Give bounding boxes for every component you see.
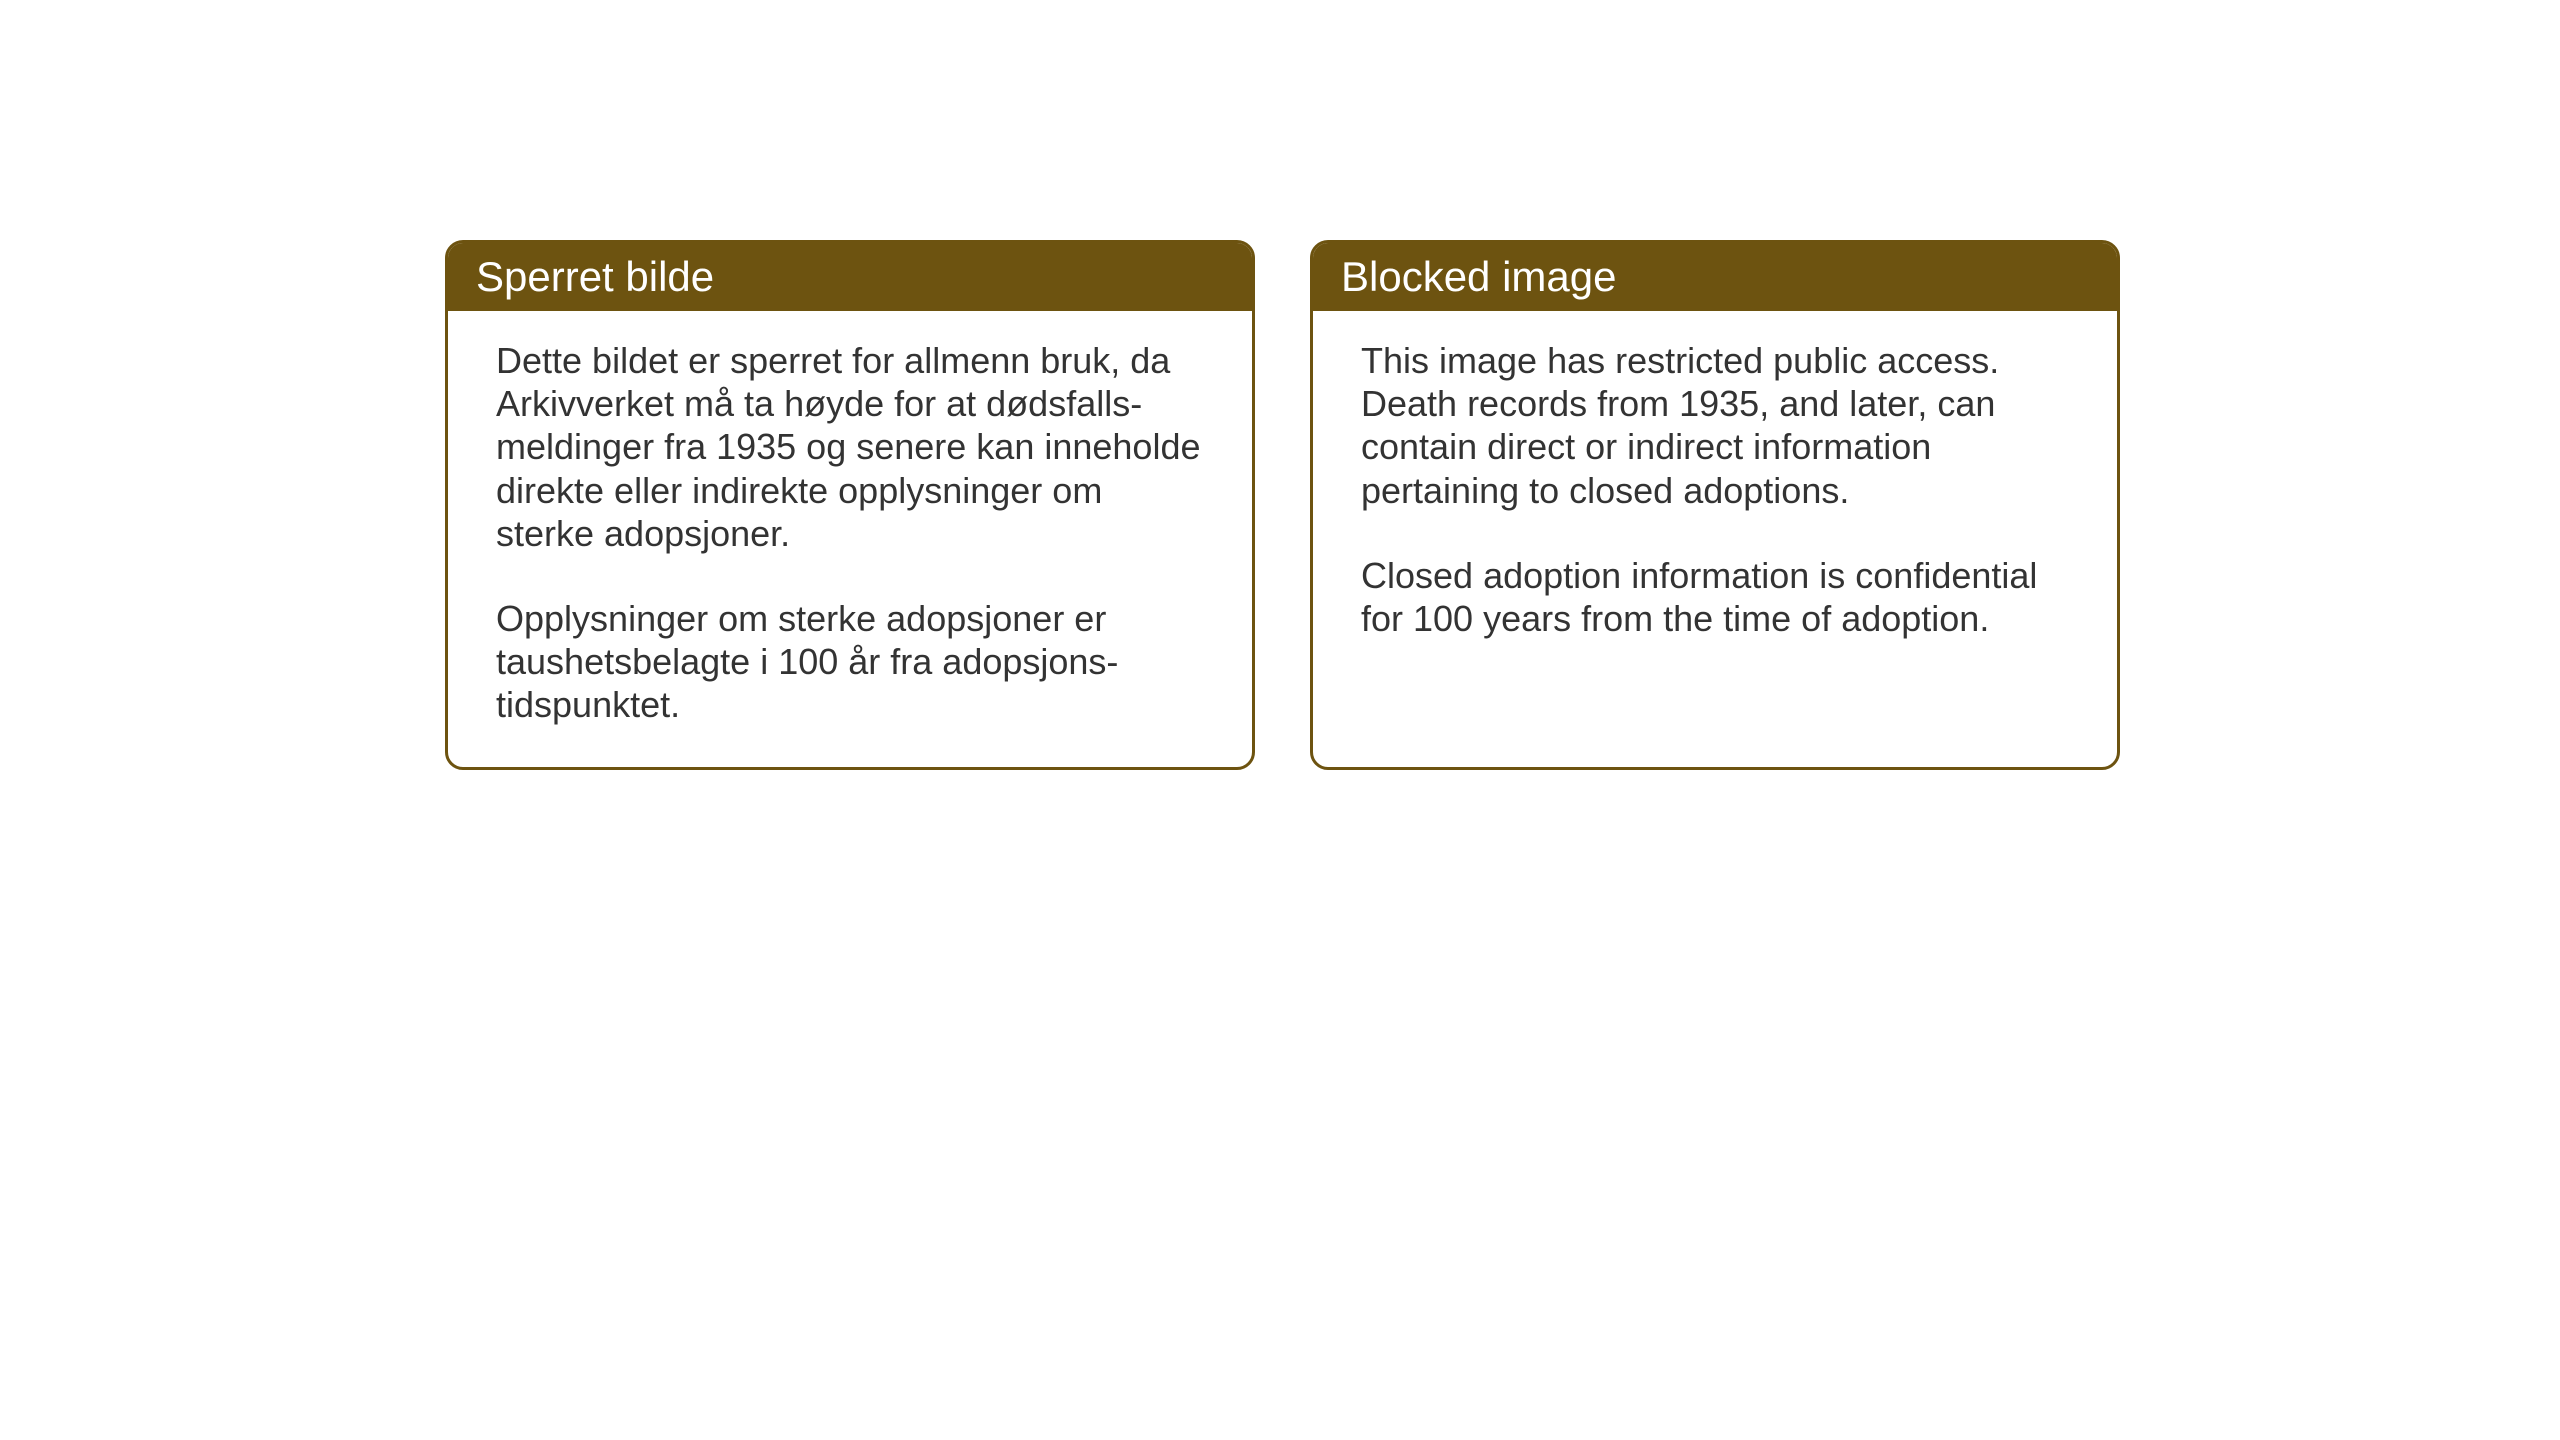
- english-card-title: Blocked image: [1341, 253, 1616, 300]
- english-paragraph-2: Closed adoption information is confident…: [1361, 554, 2069, 640]
- english-paragraph-1: This image has restricted public access.…: [1361, 339, 2069, 512]
- english-card: Blocked image This image has restricted …: [1310, 240, 2120, 770]
- norwegian-card-header: Sperret bilde: [448, 243, 1252, 311]
- norwegian-card: Sperret bilde Dette bildet er sperret fo…: [445, 240, 1255, 770]
- norwegian-card-body: Dette bildet er sperret for allmenn bruk…: [448, 311, 1252, 767]
- english-card-body: This image has restricted public access.…: [1313, 311, 2117, 680]
- english-card-header: Blocked image: [1313, 243, 2117, 311]
- norwegian-card-title: Sperret bilde: [476, 253, 714, 300]
- norwegian-paragraph-1: Dette bildet er sperret for allmenn bruk…: [496, 339, 1204, 555]
- cards-container: Sperret bilde Dette bildet er sperret fo…: [445, 240, 2120, 770]
- norwegian-paragraph-2: Opplysninger om sterke adopsjoner er tau…: [496, 597, 1204, 727]
